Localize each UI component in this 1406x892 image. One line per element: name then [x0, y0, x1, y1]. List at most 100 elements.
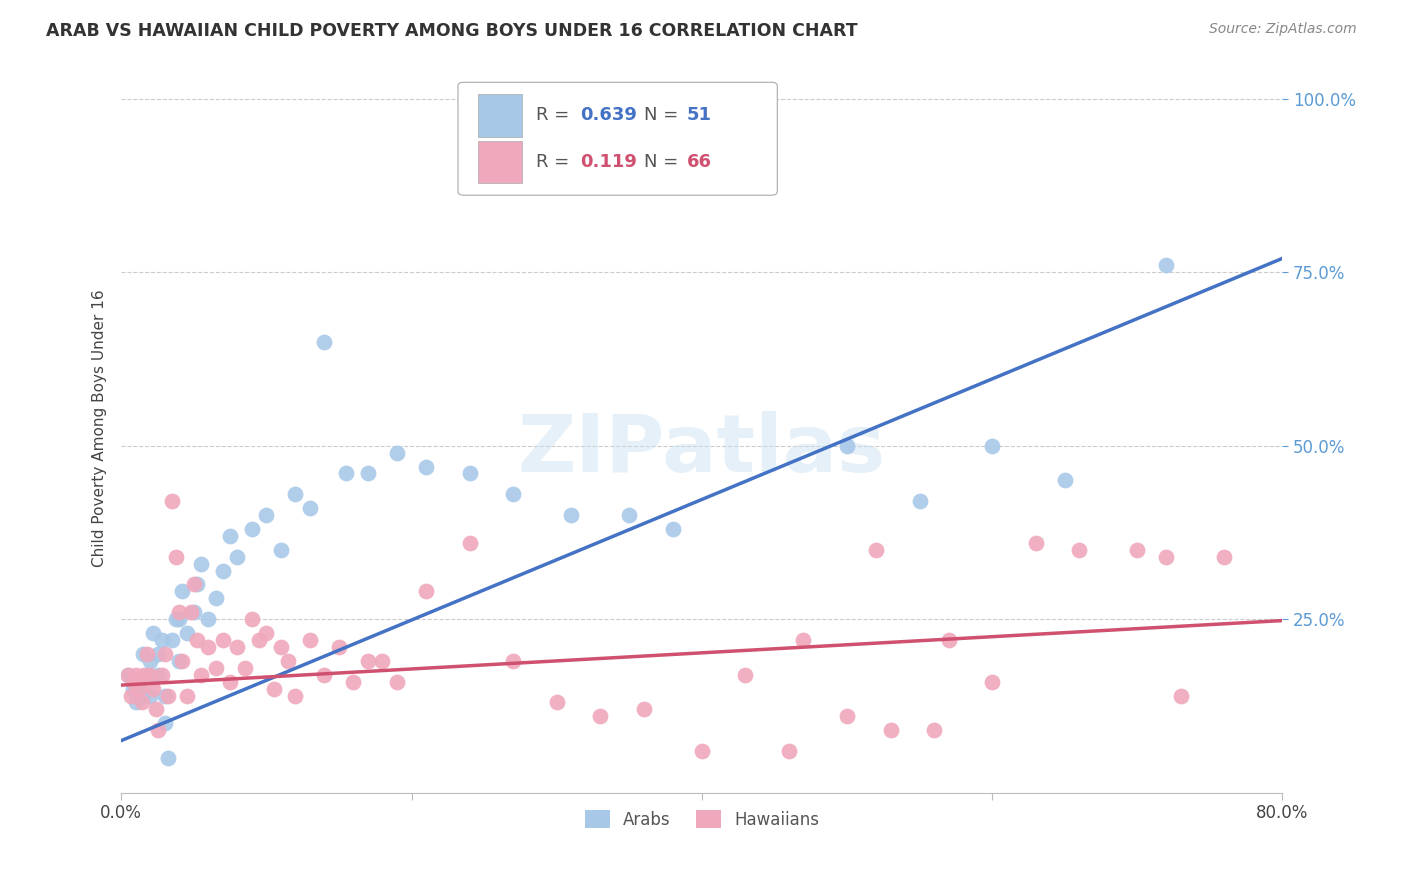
Y-axis label: Child Poverty Among Boys Under 16: Child Poverty Among Boys Under 16 [93, 290, 107, 567]
Point [219, 674, 242, 689]
Point [139, 654, 162, 668]
Point [981, 439, 1004, 453]
Point [197, 640, 219, 654]
Text: N =: N = [644, 106, 683, 125]
Point [117, 667, 139, 681]
Point [128, 681, 150, 696]
Text: R =: R = [536, 153, 575, 171]
Text: R =: R = [536, 106, 575, 125]
Point [633, 702, 655, 716]
Point [1025, 536, 1047, 550]
Point [240, 612, 263, 626]
FancyBboxPatch shape [478, 95, 522, 136]
Point [142, 626, 165, 640]
Point [835, 439, 858, 453]
Point [125, 667, 148, 681]
Point [145, 702, 167, 716]
Point [314, 667, 336, 681]
Point [146, 723, 169, 738]
Point [981, 674, 1004, 689]
Point [385, 445, 408, 459]
Point [546, 695, 568, 709]
Point [835, 709, 858, 723]
Point [240, 522, 263, 536]
Text: ZIPatlas: ZIPatlas [517, 411, 886, 489]
Point [142, 681, 165, 696]
Point [908, 494, 931, 508]
Point [204, 591, 226, 606]
Point [1053, 474, 1076, 488]
Point [415, 459, 437, 474]
Point [1213, 549, 1236, 564]
Point [136, 667, 159, 681]
Point [153, 647, 176, 661]
Point [502, 487, 524, 501]
Point [1069, 542, 1091, 557]
Point [720, 175, 742, 189]
Point [385, 674, 408, 689]
Text: N =: N = [644, 153, 683, 171]
Point [1156, 549, 1178, 564]
Point [150, 632, 173, 647]
Point [134, 667, 156, 681]
Point [153, 689, 176, 703]
Point [690, 744, 713, 758]
Point [183, 577, 205, 591]
Point [124, 674, 146, 689]
Point [502, 654, 524, 668]
Point [226, 640, 249, 654]
Point [120, 689, 142, 703]
Point [328, 640, 350, 654]
Point [247, 632, 270, 647]
Point [150, 667, 173, 681]
Point [314, 334, 336, 349]
Point [156, 689, 179, 703]
Point [139, 689, 162, 703]
Point [270, 640, 292, 654]
Point [298, 632, 321, 647]
Point [357, 467, 380, 481]
Point [865, 542, 887, 557]
Point [458, 467, 481, 481]
Point [778, 744, 800, 758]
Point [284, 487, 307, 501]
Point [342, 674, 364, 689]
Point [284, 689, 307, 703]
Point [879, 723, 901, 738]
Point [371, 654, 394, 668]
Legend: Arabs, Hawaiians: Arabs, Hawaiians [578, 804, 825, 835]
Point [165, 612, 187, 626]
Point [415, 584, 437, 599]
Point [146, 647, 169, 661]
Point [662, 522, 685, 536]
Point [180, 605, 202, 619]
FancyBboxPatch shape [458, 82, 778, 195]
Point [169, 612, 191, 626]
Point [153, 716, 176, 731]
Point [922, 723, 945, 738]
Point [172, 654, 194, 668]
Point [169, 654, 191, 668]
FancyBboxPatch shape [478, 141, 522, 183]
Point [165, 549, 187, 564]
Point [254, 626, 277, 640]
Point [1156, 258, 1178, 272]
Point [270, 542, 292, 557]
Point [160, 494, 183, 508]
Point [169, 605, 191, 619]
Point [139, 667, 162, 681]
Point [156, 751, 179, 765]
Point [186, 577, 208, 591]
Point [458, 536, 481, 550]
Point [226, 549, 249, 564]
Point [186, 632, 208, 647]
Point [176, 689, 198, 703]
Text: 0.639: 0.639 [579, 106, 637, 125]
Point [233, 661, 256, 675]
Point [197, 612, 219, 626]
Point [734, 667, 756, 681]
Text: 66: 66 [686, 153, 711, 171]
Point [619, 508, 641, 522]
Point [131, 695, 153, 709]
Point [128, 674, 150, 689]
